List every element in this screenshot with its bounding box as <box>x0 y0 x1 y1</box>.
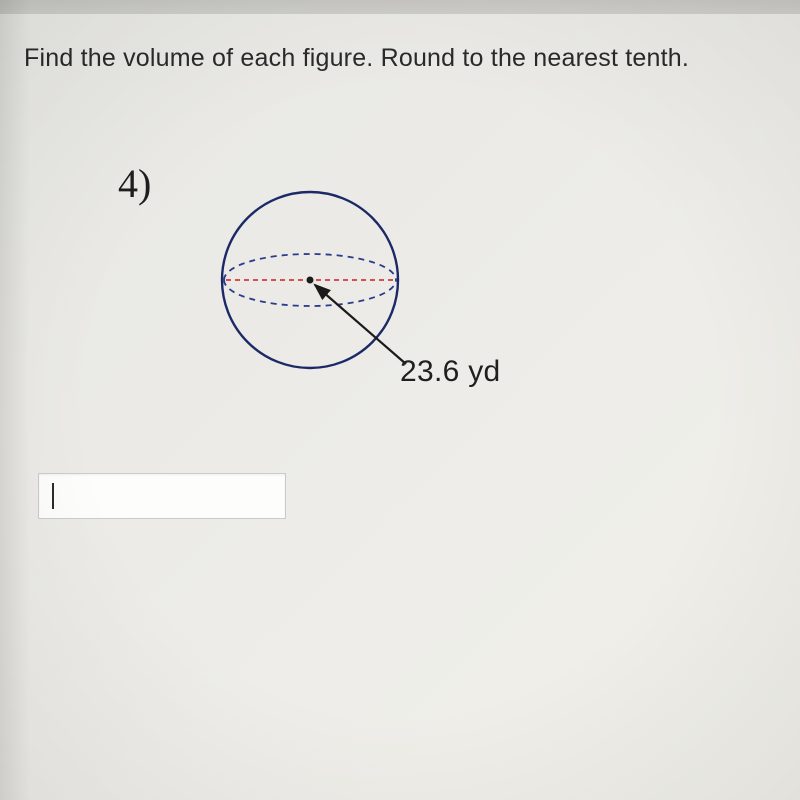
sphere-svg <box>210 180 430 390</box>
sphere-figure <box>210 180 410 380</box>
photo-vignette <box>0 0 800 800</box>
top-edge-shadow <box>0 0 800 14</box>
problem-number: 4) <box>118 160 151 207</box>
left-edge-shadow <box>0 0 30 800</box>
worksheet-page: Find the volume of each figure. Round to… <box>0 0 800 800</box>
text-cursor <box>52 483 54 509</box>
answer-input[interactable] <box>38 473 286 519</box>
instruction-text: Find the volume of each figure. Round to… <box>24 44 776 73</box>
diameter-measurement-label: 23.6 yd <box>400 355 501 389</box>
